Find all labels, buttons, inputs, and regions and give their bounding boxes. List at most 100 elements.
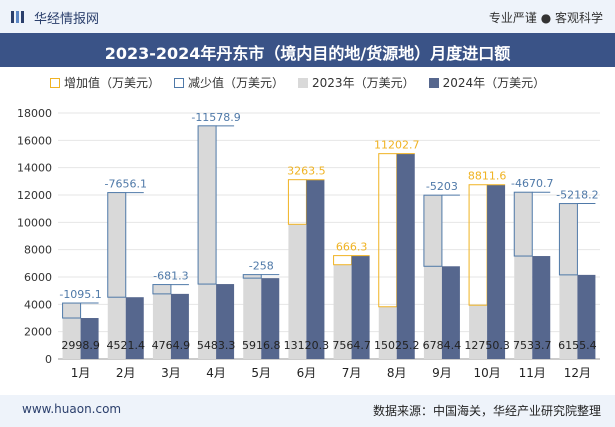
footer-bar <box>0 395 615 427</box>
decrease-box <box>558 203 578 276</box>
bar-2024 <box>487 184 506 359</box>
bar-2024 <box>351 255 370 359</box>
footer-url[interactable]: www.huaon.com <box>22 402 122 416</box>
y-tick-label: 0 <box>45 353 52 366</box>
bar-chart: 0 2000 4000 6000 8000 10000 12000 14000 16000 180… <box>17 107 600 380</box>
legend-swatch-2024 <box>428 77 439 88</box>
change-label: -1095.1 <box>59 288 101 301</box>
x-tick-label: 10月 <box>473 366 500 380</box>
value-label-2024: 15025.2 <box>374 339 420 352</box>
change-label: 11202.7 <box>374 139 420 152</box>
bar-2024 <box>441 266 460 359</box>
x-tick-label: 5月 <box>251 366 271 380</box>
y-tick-label: 14000 <box>17 162 52 175</box>
change-label: 3263.5 <box>287 165 326 178</box>
legend-label-2023: 2023年（万美元） <box>312 76 415 90</box>
x-tick-label: 6月 <box>297 366 317 380</box>
x-tick-label: 9月 <box>432 366 452 380</box>
value-label-2024: 2998.9 <box>61 339 100 352</box>
y-tick-label: 10000 <box>17 216 52 229</box>
brand-name: 华经情报网 <box>34 12 100 27</box>
value-label-2024: 13120.3 <box>284 339 330 352</box>
bar-2024 <box>396 153 415 359</box>
change-label: 8811.6 <box>468 170 507 183</box>
decrease-box <box>513 191 533 257</box>
bar-2024 <box>170 293 189 359</box>
bar-2023 <box>378 306 397 359</box>
decrease-box <box>423 194 443 267</box>
title-bar <box>0 33 615 67</box>
y-tick-label: 8000 <box>24 244 52 257</box>
value-label-2024: 7564.7 <box>332 339 371 352</box>
header-bar: 华经情报网 专业严谨 ● 客观科学 <box>0 0 615 33</box>
x-tick-label: 12月 <box>564 366 591 380</box>
x-tick-label: 2月 <box>116 366 136 380</box>
logo-icon <box>11 11 24 23</box>
decrease-box <box>242 274 262 279</box>
value-label-2024: 6155.4 <box>558 339 597 352</box>
increase-box <box>468 184 488 306</box>
tagline: 专业严谨 ● 客观科学 <box>488 11 603 25</box>
data-source: 数据来源：中国海关，华经产业研究院整理 <box>372 404 601 418</box>
legend-label-2024: 2024年（万美元） <box>442 76 546 90</box>
x-tick-label: 8月 <box>387 366 407 380</box>
bar-2024 <box>577 274 596 359</box>
decrease-box <box>62 302 82 319</box>
bar-2023 <box>152 284 171 359</box>
bar-2023 <box>243 274 262 359</box>
increase-box <box>378 153 398 308</box>
decrease-box <box>197 125 217 285</box>
legend-item-decrease: 减少值（万美元） <box>174 74 284 91</box>
legend-swatch-decrease <box>174 77 185 88</box>
bar-2024 <box>125 297 144 359</box>
value-label-2024: 4764.9 <box>152 339 191 352</box>
bar-2023 <box>198 125 217 359</box>
x-tick-label: 4月 <box>206 366 226 380</box>
x-tick-label: 1月 <box>71 366 91 380</box>
legend-item-increase: 增加值（万美元） <box>50 74 160 91</box>
change-label: -5218.2 <box>556 189 598 202</box>
value-label-2024: 5916.8 <box>242 339 281 352</box>
legend-label-increase: 增加值（万美元） <box>64 76 161 90</box>
increase-box <box>287 179 307 225</box>
decrease-box <box>107 192 127 298</box>
bar-2024 <box>532 256 551 359</box>
y-tick-label: 4000 <box>24 298 52 311</box>
bar-2023 <box>423 195 442 359</box>
legend: 增加值（万美元） 减少值（万美元） 2023年（万美元） 2024年（万美元） <box>50 74 545 91</box>
bar-2024 <box>261 278 280 359</box>
y-tick-label: 16000 <box>17 134 52 147</box>
legend-item-2024: 2024年（万美元） <box>428 74 546 91</box>
x-tick-label: 11月 <box>519 366 546 380</box>
change-label: -4670.7 <box>511 177 553 190</box>
change-label: -7656.1 <box>105 178 147 191</box>
increase-box <box>333 255 353 266</box>
change-label: 666.3 <box>336 241 368 254</box>
bar-2023 <box>288 224 307 359</box>
bar-2024 <box>80 318 99 359</box>
chart-title: 2023-2024年丹东市（境内目的地/货源地）月度进口额 <box>104 44 511 63</box>
bar-2023 <box>107 192 126 359</box>
value-label-2024: 6784.4 <box>423 339 462 352</box>
change-label: -258 <box>249 260 274 273</box>
bar-2023 <box>559 203 578 359</box>
change-label: -681.3 <box>153 270 188 283</box>
bar-2023 <box>469 305 488 359</box>
value-label-2024: 5483.3 <box>197 339 236 352</box>
bar-2023 <box>62 303 81 359</box>
decrease-box <box>152 284 172 295</box>
legend-swatch-increase <box>50 77 60 88</box>
change-label: -5203 <box>426 180 458 193</box>
y-tick-label: 12000 <box>17 189 52 202</box>
y-tick-label: 6000 <box>24 271 52 284</box>
legend-label-decrease: 减少值（万美元） <box>188 76 285 90</box>
value-label-2024: 4521.4 <box>107 339 146 352</box>
bar-2024 <box>216 284 235 359</box>
bar-2023 <box>333 264 352 359</box>
y-tick-label: 2000 <box>24 326 52 339</box>
x-tick-label: 3月 <box>161 366 181 380</box>
bar-2024 <box>306 179 325 359</box>
bar-2023 <box>514 192 533 359</box>
y-tick-label: 18000 <box>17 107 52 120</box>
x-tick-label: 7月 <box>342 366 362 380</box>
